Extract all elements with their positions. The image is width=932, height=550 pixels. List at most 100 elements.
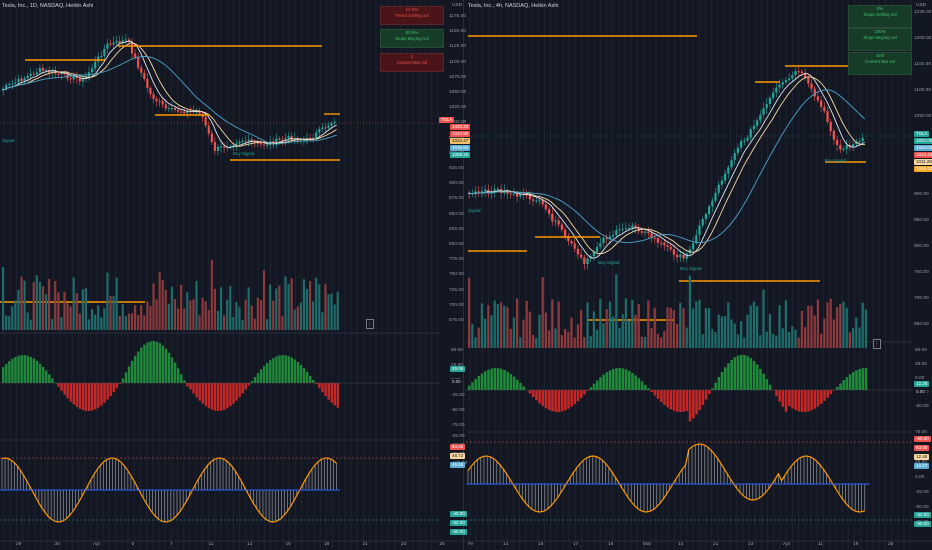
right-momentum-bar (583, 390, 586, 395)
left-time-axis-label: 19 (324, 542, 330, 547)
panel-divider[interactable] (463, 0, 464, 550)
left-volume-bar (284, 276, 287, 330)
left-momentum-bar (204, 383, 208, 407)
right-momentum-bar (692, 390, 695, 419)
left-volume-bar (235, 302, 238, 330)
right-volume-bar (858, 327, 861, 348)
right-volume-bar (775, 335, 778, 348)
right-momentum-bar (628, 370, 631, 390)
right-price-candle (634, 225, 637, 229)
right-price-candle (640, 231, 644, 233)
right-momentum-bar (570, 390, 573, 407)
left-price-candle (327, 125, 330, 128)
left-osc2-axis-label: -25.00 (451, 434, 465, 439)
left-volume-bar (272, 300, 275, 330)
right-time-axis-label: 18 (608, 542, 614, 547)
left-volume-bar (38, 281, 41, 330)
right-price-candle (768, 98, 772, 104)
left-price-candle (112, 42, 115, 45)
right-price-candle (826, 111, 829, 122)
right-momentum-bar (807, 390, 810, 412)
right-volume-bar (535, 337, 538, 348)
right-momentum-bar (762, 373, 765, 390)
right-volume-bar (496, 303, 500, 348)
right-momentum-bar (621, 368, 625, 390)
right-momentum-bar (484, 371, 487, 390)
right-price-tag: 1020.00 (914, 145, 932, 151)
left-osc2-tag: 53.00 (450, 444, 466, 450)
right-momentum-bar (564, 390, 567, 411)
right-momentum-bar (704, 390, 708, 400)
right-price-candle (532, 199, 535, 201)
left-momentum-bar (305, 371, 309, 383)
right-momentum-bar (512, 376, 516, 390)
right-volume-bar (740, 321, 743, 348)
right-momentum-bar (842, 380, 845, 390)
left-volume-bar (8, 316, 11, 330)
right-momentum-bar (615, 368, 618, 390)
right-price-candle (730, 160, 733, 168)
left-momentum-bar (8, 361, 11, 383)
left-volume-bar (87, 319, 91, 330)
left-price-candle (23, 78, 26, 82)
left-time-axis-label: 21 (362, 542, 368, 547)
right-scale-toggle-button[interactable]: ⋮ (873, 339, 881, 349)
left-volume-bar (223, 315, 226, 330)
left-volume-bar (232, 316, 235, 330)
right-price-candle (493, 189, 496, 192)
left-price-candle (164, 104, 167, 109)
right-momentum-bar (557, 390, 561, 412)
left-volume-bar (305, 288, 309, 330)
left-currency-label[interactable]: USD (452, 3, 463, 8)
right-osc1-axis-label: 25.00 (915, 362, 928, 367)
right-price-candle (599, 243, 602, 247)
left-volume-bar (256, 297, 259, 330)
left-price-candle (216, 146, 220, 151)
right-momentum-bar (471, 382, 474, 390)
right-price-candle (804, 72, 807, 78)
left-volume-bar (26, 312, 29, 330)
left-volume-bar (100, 317, 103, 330)
left-volume-bar (41, 286, 45, 330)
left-price-axis-label: 875.00 (449, 196, 464, 202)
left-price-axis-label: 750.00 (449, 272, 464, 278)
left-volume-bar (207, 309, 210, 330)
right-price-candle (704, 214, 708, 220)
left-volume-bar (167, 303, 170, 330)
right-price-candle (528, 194, 532, 200)
left-scale-toggle-button[interactable]: ⋮ (366, 319, 374, 329)
right-price-axis-label: 850.00 (914, 218, 929, 223)
right-momentum-bar (522, 386, 525, 390)
right-volume-bar (532, 335, 535, 348)
right-price-candle (519, 193, 522, 197)
left-momentum-bar (66, 383, 69, 399)
right-currency-label[interactable]: USD (916, 3, 927, 8)
left-volume-bar (48, 278, 51, 330)
left-momentum-bar (20, 355, 23, 383)
left-price-axis-label: 1125.00 (449, 44, 466, 50)
left-momentum-bar (97, 383, 100, 408)
right-price-candle (832, 131, 836, 140)
left-price-candle (29, 73, 32, 76)
left-volume-bar (91, 308, 94, 330)
left-volume-bar (318, 284, 321, 330)
right-volume-bar (506, 307, 509, 348)
right-volume-bar (804, 327, 807, 348)
left-momentum-bar (201, 383, 205, 404)
left-momentum-bar (75, 383, 79, 407)
right-price-candle (676, 254, 679, 258)
left-momentum-bar (60, 383, 63, 391)
left-momentum-bar (250, 381, 254, 383)
right-volume-bar (509, 328, 512, 348)
right-price-candle (823, 106, 826, 112)
left-price-candle (219, 146, 223, 148)
left-volume-bar (198, 315, 201, 330)
right-momentum-bar (656, 390, 660, 399)
right-price-candle (695, 235, 698, 244)
right-volume-bar (522, 319, 525, 348)
left-osc2-tag: 48.72 (450, 453, 466, 459)
left-momentum-bar (11, 358, 14, 383)
right-momentum-bar (823, 390, 826, 401)
left-price-candle (189, 110, 192, 112)
